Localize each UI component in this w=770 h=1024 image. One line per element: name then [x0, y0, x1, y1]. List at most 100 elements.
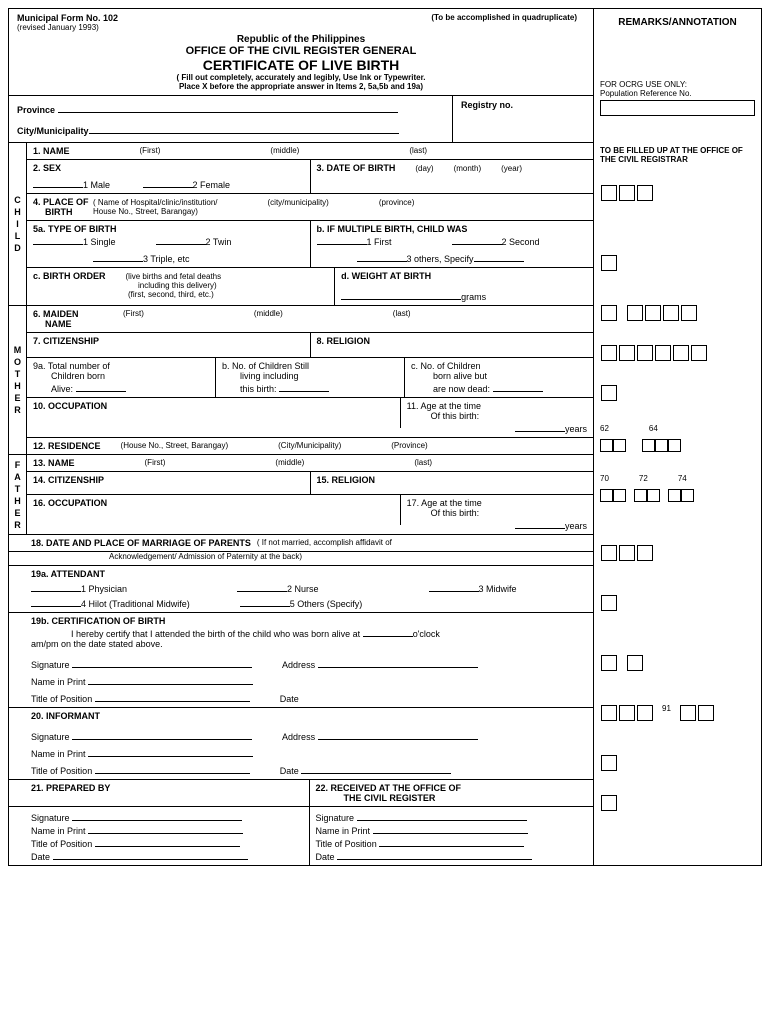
code-box[interactable] [673, 345, 689, 361]
att-nurse-field[interactable] [237, 581, 287, 592]
code-box[interactable] [691, 345, 707, 361]
city-field[interactable] [89, 123, 399, 134]
father-religion-label: 15. RELIGION [317, 475, 376, 485]
code-box[interactable] [619, 705, 635, 721]
sex-male-field[interactable] [33, 177, 83, 188]
type-birth-label: 5a. TYPE OF BIRTH [33, 224, 304, 234]
father-age-field[interactable] [515, 518, 565, 529]
cert-address-field[interactable] [318, 657, 478, 668]
att-others-field[interactable] [240, 596, 290, 607]
code-box[interactable] [637, 545, 653, 561]
code-box[interactable] [655, 345, 671, 361]
recv-sig-field[interactable] [357, 810, 527, 821]
code-box[interactable] [601, 345, 617, 361]
multi-first-field[interactable] [317, 234, 367, 245]
code-box[interactable] [647, 489, 660, 502]
recv-date-field[interactable] [337, 849, 532, 860]
inf-signature-field[interactable] [72, 729, 252, 740]
code-box[interactable] [668, 439, 681, 452]
inf-titlepos-field[interactable] [95, 763, 250, 774]
registry-label: Registry no. [453, 96, 593, 142]
code-box[interactable] [663, 305, 679, 321]
revised-note: (revised January 1993) [17, 23, 118, 32]
code-box[interactable] [627, 305, 643, 321]
att-physician-field[interactable] [31, 581, 81, 592]
code-box[interactable] [668, 489, 681, 502]
code-box[interactable] [619, 185, 635, 201]
code-box[interactable] [600, 439, 613, 452]
children-living-field[interactable] [279, 381, 329, 392]
code-box[interactable] [601, 705, 617, 721]
code-box[interactable] [627, 655, 643, 671]
multi-second-field[interactable] [452, 234, 502, 245]
father-name-label: 13. NAME [33, 458, 75, 468]
weight-field[interactable] [341, 289, 461, 300]
code-box[interactable] [645, 305, 661, 321]
multi-specify-field[interactable] [474, 251, 524, 262]
cert-birth-label: 19b. CERTIFICATION OF BIRTH [31, 616, 587, 626]
inf-nameprint-field[interactable] [88, 746, 253, 757]
province-field[interactable] [58, 102, 398, 113]
code-box[interactable] [601, 545, 617, 561]
office: OFFICE OF THE CIVIL REGISTER GENERAL [17, 45, 585, 57]
prep-name-field[interactable] [88, 823, 243, 834]
cert-titlepos-field[interactable] [95, 691, 250, 702]
code-box[interactable] [613, 439, 626, 452]
inf-date-field[interactable] [301, 763, 451, 774]
code-box[interactable] [637, 345, 653, 361]
cert-signature-field[interactable] [72, 657, 252, 668]
code-box[interactable] [681, 305, 697, 321]
residence-label: 12. RESIDENCE [33, 441, 101, 451]
code-box[interactable] [601, 305, 617, 321]
cert-time-field[interactable] [363, 626, 413, 637]
children-alive-field[interactable] [76, 381, 126, 392]
inf-address-field[interactable] [318, 729, 478, 740]
children-dead-field[interactable] [493, 381, 543, 392]
code-box[interactable] [601, 795, 617, 811]
republic: Republic of the Philippines [17, 34, 585, 45]
mother-citizenship-label: 7. CITIZENSHIP [33, 336, 99, 346]
type-single-field[interactable] [33, 234, 83, 245]
recv-name-field[interactable] [373, 823, 528, 834]
code-box[interactable] [619, 545, 635, 561]
type-triple-field[interactable] [93, 251, 143, 262]
code-box[interactable] [637, 185, 653, 201]
code-box[interactable] [601, 755, 617, 771]
code-box[interactable] [601, 255, 617, 271]
code-box[interactable] [681, 489, 694, 502]
province-label: Province [17, 105, 55, 115]
prep-date-field[interactable] [53, 849, 248, 860]
recv-title-field[interactable] [379, 836, 524, 847]
mother-side-label: MOTHER [9, 306, 27, 454]
code-box[interactable] [698, 705, 714, 721]
father-side-label: FATHER [9, 455, 27, 534]
code-box[interactable] [601, 185, 617, 201]
cert-nameprint-field[interactable] [88, 674, 253, 685]
code-box[interactable] [613, 489, 626, 502]
code-box[interactable] [637, 705, 653, 721]
code-box[interactable] [655, 439, 668, 452]
code-box[interactable] [619, 345, 635, 361]
father-occupation-label: 16. OCCUPATION [33, 498, 107, 508]
popref-box[interactable] [600, 100, 755, 116]
prepared-label: 21. PREPARED BY [31, 783, 110, 793]
sex-female-field[interactable] [143, 177, 193, 188]
ocrg-label: FOR OCRG USE ONLY: [600, 80, 755, 89]
type-twin-field[interactable] [156, 234, 206, 245]
code-box[interactable] [601, 595, 617, 611]
mother-age-field[interactable] [515, 421, 565, 432]
code-box[interactable] [601, 655, 617, 671]
multi-others-field[interactable] [357, 251, 407, 262]
code-box[interactable] [634, 489, 647, 502]
att-hilot-field[interactable] [31, 596, 81, 607]
dob-label: 3. DATE OF BIRTH [317, 163, 396, 173]
popref-label: Population Reference No. [600, 89, 755, 98]
code-box[interactable] [601, 385, 617, 401]
father-citizenship-label: 14. CITIZENSHIP [33, 475, 104, 485]
prep-title-field[interactable] [95, 836, 240, 847]
code-box[interactable] [600, 489, 613, 502]
code-box[interactable] [642, 439, 655, 452]
att-midwife-field[interactable] [429, 581, 479, 592]
code-box[interactable] [680, 705, 696, 721]
prep-sig-field[interactable] [72, 810, 242, 821]
